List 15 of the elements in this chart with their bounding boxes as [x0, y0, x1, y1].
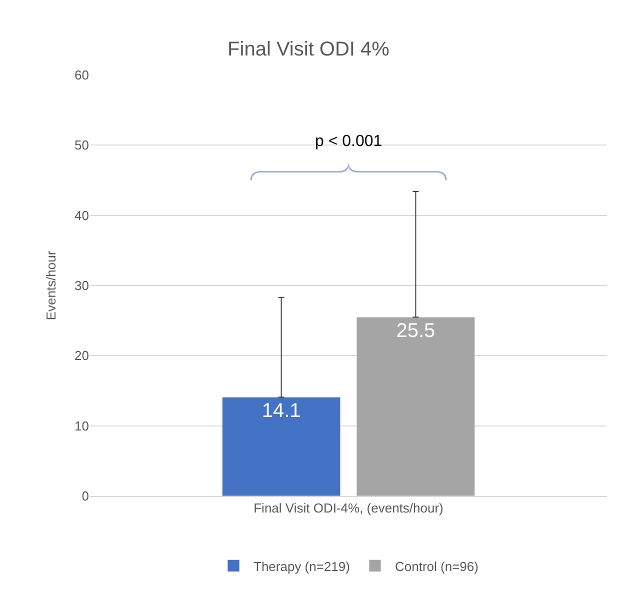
annotation: p < 0.001 [315, 133, 382, 150]
y-tick-label: 60 [74, 68, 89, 83]
data-label: 14.1 [262, 400, 301, 422]
data-label: 25.5 [396, 320, 436, 342]
y-tick-label: 20 [74, 348, 89, 364]
y-tick-label: 50 [74, 138, 89, 153]
y-tick-label: 30 [74, 278, 89, 294]
y-axis-title: Events/hour [43, 250, 58, 320]
y-tick-label: 10 [74, 418, 89, 434]
y-tick-label: 0 [82, 488, 89, 504]
y-tick-label: 40 [74, 208, 89, 223]
chart-title: Final Visit ODI 4% [228, 38, 390, 60]
legend-label: Therapy (n=219) [254, 558, 350, 574]
x-tick-label: Final Visit ODI-4%, (events/hour) [254, 500, 444, 516]
legend-label: Control (n=96) [394, 558, 478, 574]
